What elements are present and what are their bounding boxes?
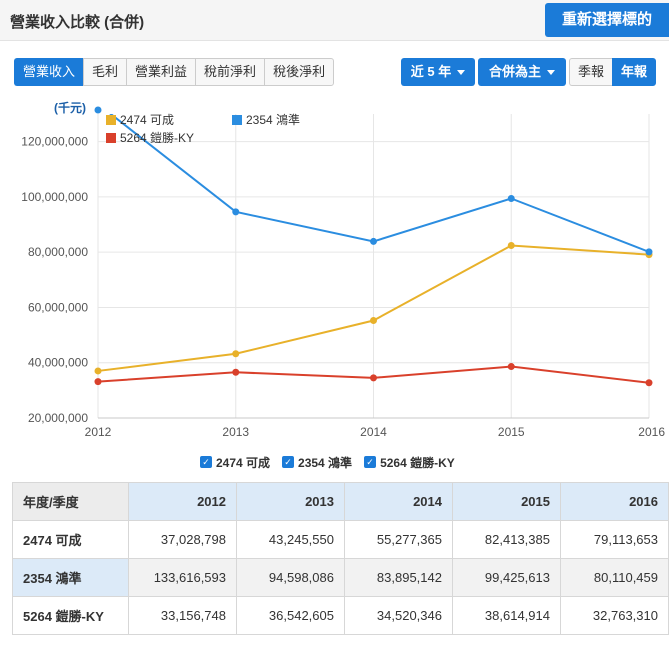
quarterly-button[interactable]: 季報 — [569, 58, 613, 86]
tab-gross-profit[interactable]: 毛利 — [83, 58, 127, 86]
series-toggle-label: 2474 可成 — [216, 455, 271, 470]
y-axis-label: (千元) — [54, 100, 86, 115]
series-toggle-label: 2354 鴻準 — [298, 455, 353, 470]
table-column-header: 2015 — [452, 482, 561, 521]
checkbox-icon: ✓ — [364, 456, 377, 468]
table-column-header: 2016 — [560, 482, 669, 521]
chevron-down-icon — [547, 70, 555, 76]
table-header-row: 年度/季度 2012 2013 2014 2015 2016 — [12, 482, 669, 521]
series-toggle-1[interactable]: ✓ 2354 鴻準 — [282, 454, 352, 470]
data-point[interactable] — [507, 363, 515, 371]
table-cell: 80,110,459 — [560, 558, 669, 597]
checkbox-icon: ✓ — [282, 456, 295, 468]
data-point[interactable] — [232, 368, 240, 376]
header-bar: 營業收入比較 (合併) 重新選擇標的 — [0, 0, 669, 41]
table-cell: 94,598,086 — [236, 558, 345, 597]
data-point[interactable] — [645, 379, 653, 387]
table-cell: 133,616,593 — [128, 558, 237, 597]
chart-series — [94, 106, 653, 387]
legend-swatch — [106, 115, 116, 125]
range-dropdown-label: 近 5 年 — [410, 64, 452, 79]
y-tick-label: 80,000,000 — [28, 245, 88, 259]
data-table: 年度/季度 2012 2013 2014 2015 2016 2474 可成 3… — [12, 482, 669, 635]
table-cell: 36,542,605 — [236, 596, 345, 635]
table-row: 2354 鴻準 133,616,593 94,598,086 83,895,14… — [12, 558, 669, 597]
data-point[interactable] — [507, 242, 515, 250]
series-toggle-0[interactable]: ✓ 2474 可成 — [200, 454, 270, 470]
table-cell: 32,763,310 — [560, 596, 669, 635]
data-point[interactable] — [507, 194, 515, 202]
table-cell: 99,425,613 — [452, 558, 561, 597]
legend-swatch — [232, 115, 242, 125]
data-point[interactable] — [370, 237, 377, 245]
tab-net-income[interactable]: 稅後淨利 — [264, 58, 335, 86]
x-tick-label: 2014 — [360, 425, 387, 439]
x-tick-label: 2016 — [638, 425, 665, 439]
data-point[interactable] — [370, 317, 377, 325]
series-toggle-2[interactable]: ✓ 5264 鎧勝-KY — [364, 454, 455, 470]
chevron-down-icon — [457, 70, 466, 76]
data-point[interactable] — [94, 367, 102, 375]
row-label: 5264 鎧勝-KY — [12, 596, 129, 635]
y-tick-label: 60,000,000 — [28, 300, 88, 314]
table-cell: 82,413,385 — [452, 520, 561, 559]
table-cell: 79,113,653 — [560, 520, 669, 559]
table-row: 5264 鎧勝-KY 33,156,748 36,542,605 34,520,… — [12, 596, 669, 635]
legend-label: 2474 可成 — [120, 113, 174, 127]
table-cell: 43,245,550 — [236, 520, 345, 559]
tab-operating-income[interactable]: 營業利益 — [126, 58, 196, 86]
table-row: 2474 可成 37,028,798 43,245,550 55,277,365… — [12, 520, 669, 559]
data-point[interactable] — [232, 350, 240, 358]
chart-legend: 2474 可成 2354 鴻準 5264 鎧勝-KY — [106, 112, 300, 145]
data-point[interactable] — [94, 378, 102, 386]
table-column-header: 2014 — [344, 482, 453, 521]
data-point[interactable] — [645, 248, 653, 256]
data-point[interactable] — [94, 106, 102, 114]
series-toggle-legend: ✓ 2474 可成 ✓ 2354 鴻準 ✓ 5264 鎧勝-KY — [200, 454, 467, 470]
data-point[interactable] — [232, 208, 240, 216]
table-cell: 34,520,346 — [344, 596, 453, 635]
table-cell: 55,277,365 — [344, 520, 453, 559]
range-dropdown[interactable]: 近 5 年 — [401, 58, 475, 86]
y-tick-label: 40,000,000 — [28, 356, 88, 370]
table-cell: 83,895,142 — [344, 558, 453, 597]
x-tick-label: 2012 — [85, 425, 112, 439]
table-header-label: 年度/季度 — [12, 482, 129, 521]
table-cell: 37,028,798 — [128, 520, 237, 559]
line-chart: 20,000,000 40,000,000 60,000,000 80,000,000… — [21, 100, 665, 439]
basis-dropdown-label: 合併為主 — [488, 64, 541, 79]
table-cell: 38,614,914 — [452, 596, 561, 635]
y-axis: 20,000,000 40,000,000 60,000,000 80,000,000… — [21, 135, 88, 425]
metric-tabs: 營業收入 毛利 營業利益 稅前淨利 稅後淨利 — [14, 58, 335, 86]
x-tick-label: 2013 — [222, 425, 249, 439]
legend-swatch — [106, 133, 116, 143]
data-point[interactable] — [370, 374, 377, 382]
basis-dropdown[interactable]: 合併為主 — [478, 58, 566, 86]
table-cell: 33,156,748 — [128, 596, 237, 635]
legend-label: 2354 鴻準 — [246, 112, 300, 127]
table-column-header: 2013 — [236, 482, 345, 521]
row-label: 2474 可成 — [12, 520, 129, 559]
tab-pretax-income[interactable]: 稅前淨利 — [195, 58, 265, 86]
x-tick-label: 2015 — [498, 425, 525, 439]
row-label: 2354 鴻準 — [12, 558, 129, 597]
page-title: 營業收入比較 (合併) — [10, 14, 145, 31]
y-tick-label: 100,000,000 — [21, 190, 88, 204]
reselect-button[interactable]: 重新選擇標的 — [545, 3, 669, 37]
period-toggle: 季報 年報 — [569, 58, 657, 86]
y-tick-label: 120,000,000 — [21, 135, 88, 149]
table-column-header: 2012 — [128, 482, 237, 521]
annual-button[interactable]: 年報 — [612, 58, 657, 86]
legend-label: 5264 鎧勝-KY — [120, 130, 194, 145]
series-toggle-label: 5264 鎧勝-KY — [380, 455, 455, 470]
x-axis: 2012 2013 2014 2015 2016 — [85, 417, 665, 439]
tab-revenue[interactable]: 營業收入 — [14, 58, 84, 86]
y-tick-label: 20,000,000 — [28, 411, 88, 425]
checkbox-icon: ✓ — [200, 456, 212, 468]
